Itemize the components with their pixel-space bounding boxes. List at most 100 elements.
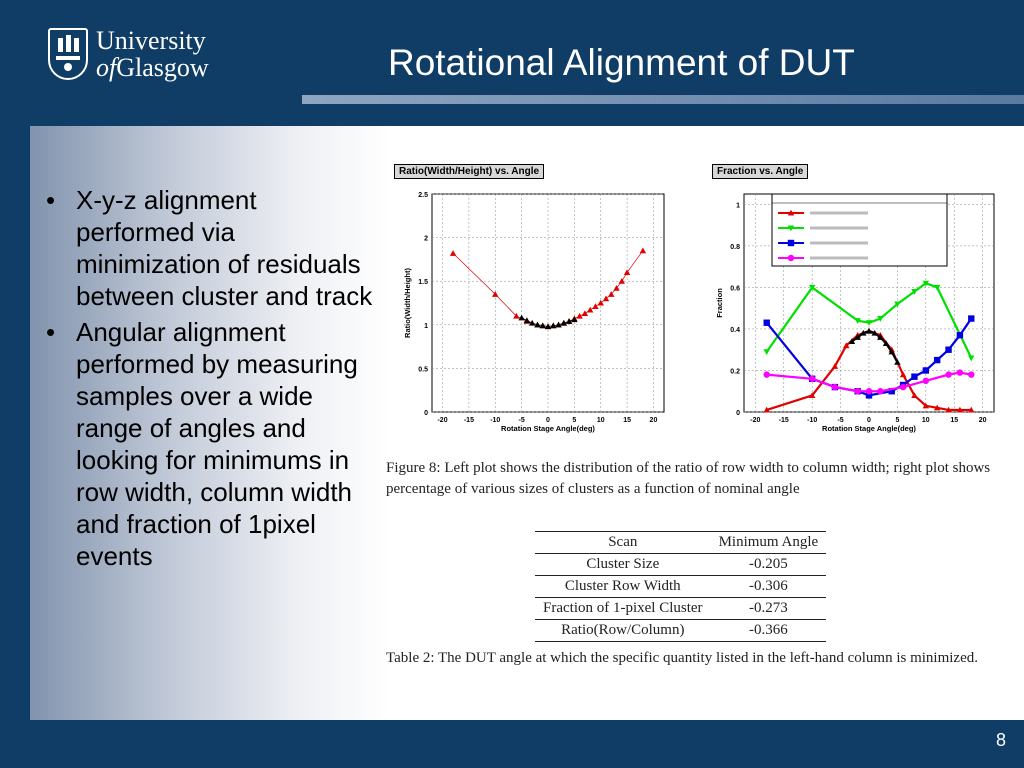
data-point xyxy=(888,348,895,355)
data-point xyxy=(865,327,873,334)
data-point xyxy=(968,406,975,413)
bullet-item: X-y-z alignment performed via minimizati… xyxy=(40,184,375,312)
logo-university-text: University xyxy=(96,26,206,55)
x-tick-label: 10 xyxy=(922,417,930,424)
university-logo: University ofGlasgow xyxy=(48,26,228,88)
x-axis-label: Rotation Stage Angle(deg) xyxy=(501,424,595,433)
x-tick-label: -15 xyxy=(464,417,474,424)
data-point xyxy=(513,312,520,319)
data-point xyxy=(560,319,568,326)
data-point xyxy=(534,321,541,328)
data-point xyxy=(831,383,839,391)
legend-text-placeholder xyxy=(810,256,868,260)
data-point xyxy=(933,356,941,364)
series-line xyxy=(765,282,973,359)
y-tick-label: 1.5 xyxy=(418,279,428,286)
data-point xyxy=(894,358,901,365)
series-3 xyxy=(763,369,975,395)
data-point xyxy=(618,278,626,284)
results-table: Scan Minimum Angle Cluster Size -0.205 C… xyxy=(535,531,827,642)
x-tick-label: -5 xyxy=(837,417,843,424)
data-point xyxy=(933,284,941,291)
data-point xyxy=(586,306,594,313)
data-point xyxy=(623,269,631,276)
fraction-plot-title: Fraction vs. Angle xyxy=(712,164,809,179)
data-point xyxy=(968,371,975,378)
data-point xyxy=(763,406,770,413)
data-point xyxy=(968,355,975,362)
data-point xyxy=(871,329,878,336)
data-point xyxy=(581,310,589,317)
y-tick-label: 1 xyxy=(736,202,740,209)
x-tick-label: -10 xyxy=(807,417,817,424)
table-row: Cluster Row Width -0.306 xyxy=(535,575,827,598)
data-point xyxy=(576,312,583,319)
data-point xyxy=(808,375,816,382)
legend-text-placeholder xyxy=(810,241,868,245)
x-tick-label: -20 xyxy=(750,417,760,424)
data-point xyxy=(763,349,770,355)
data-point xyxy=(808,284,816,291)
data-point xyxy=(922,377,930,385)
header-divider xyxy=(302,95,1024,104)
data-point xyxy=(945,406,952,413)
x-tick-label: 10 xyxy=(597,417,605,424)
y-tick-label: 0 xyxy=(736,410,740,417)
data-point xyxy=(860,329,867,336)
legend xyxy=(771,193,948,267)
table-header-row: Scan Minimum Angle xyxy=(535,531,827,554)
table-header-cell: Minimum Angle xyxy=(710,531,827,554)
data-point xyxy=(518,314,525,321)
table-cell: Cluster Size xyxy=(535,553,711,576)
data-point xyxy=(555,321,562,328)
x-tick-label: 15 xyxy=(623,417,631,424)
data-point xyxy=(602,295,610,302)
y-tick-label: 0 xyxy=(424,410,428,417)
x-tick-label: 20 xyxy=(650,417,658,424)
table-cell: Cluster Row Width xyxy=(535,575,711,598)
data-point xyxy=(571,316,578,323)
data-point xyxy=(877,334,884,340)
data-point xyxy=(882,340,890,347)
data-point xyxy=(763,319,770,326)
university-crest-icon xyxy=(48,28,88,80)
data-point xyxy=(865,320,873,326)
legend-marker xyxy=(787,209,795,216)
table-header-cell: Scan xyxy=(535,531,711,554)
data-point xyxy=(922,367,930,374)
table-cell: -0.366 xyxy=(710,619,827,642)
series-1 xyxy=(518,314,578,330)
data-point xyxy=(968,315,975,322)
bullet-list: X-y-z alignment performed via minimizati… xyxy=(40,184,375,576)
legend-text-placeholder xyxy=(810,211,868,215)
data-point xyxy=(592,303,599,310)
table-cell: Ratio(Row/Column) xyxy=(535,619,711,642)
data-point xyxy=(449,250,457,256)
data-point xyxy=(565,318,573,324)
y-tick-label: 2 xyxy=(424,236,428,243)
table-cell: -0.205 xyxy=(710,553,827,576)
data-point xyxy=(639,247,647,254)
figure-caption: Figure 8: Left plot shows the distributi… xyxy=(386,460,991,497)
y-tick-label: 0.2 xyxy=(730,368,740,375)
y-axis-label: Ratio(Width/Height) xyxy=(403,268,412,338)
data-point xyxy=(877,388,884,395)
data-point xyxy=(865,388,873,395)
data-point xyxy=(888,388,895,395)
data-point xyxy=(956,331,964,339)
data-point xyxy=(899,383,907,391)
data-point xyxy=(854,388,861,395)
data-point xyxy=(933,404,941,411)
page-number: 8 xyxy=(995,730,1006,750)
page-title: Rotational Alignment of DUT xyxy=(388,42,855,83)
data-point xyxy=(848,338,856,344)
x-tick-label: 0 xyxy=(546,417,550,424)
table-cell: -0.306 xyxy=(710,575,827,598)
table-cell: -0.273 xyxy=(710,597,827,620)
data-point xyxy=(956,406,964,413)
x-tick-label: 15 xyxy=(950,417,958,424)
data-point xyxy=(945,346,952,353)
data-point xyxy=(608,291,615,297)
data-point xyxy=(843,342,850,349)
y-tick-label: 0.5 xyxy=(418,366,428,373)
